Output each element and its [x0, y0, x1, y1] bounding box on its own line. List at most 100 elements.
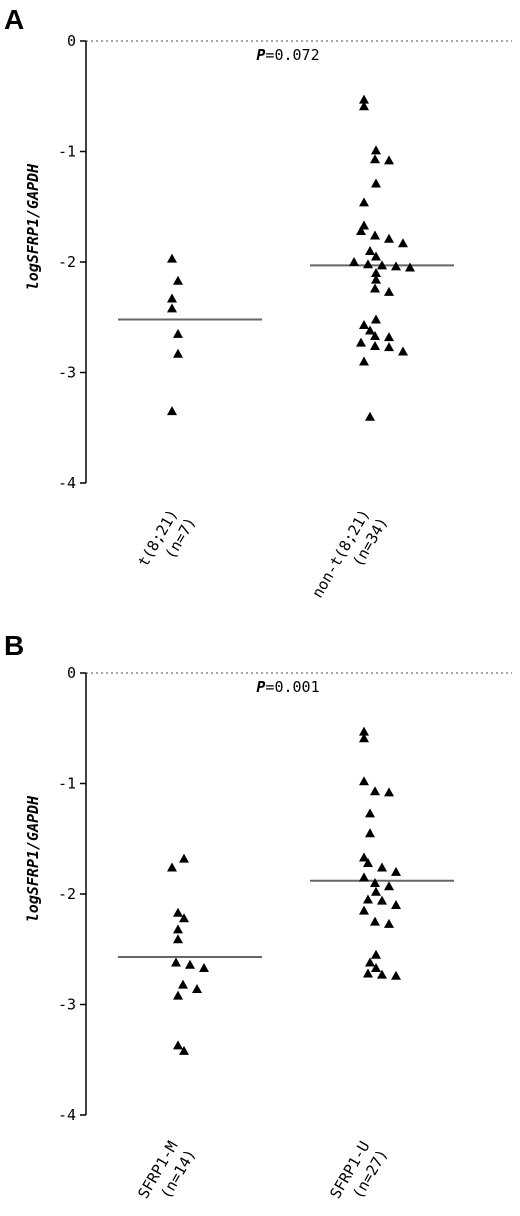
data-point: [179, 1045, 189, 1055]
data-point: [192, 984, 202, 994]
data-point: [363, 968, 373, 978]
data-point: [370, 877, 380, 887]
data-point: [405, 262, 415, 272]
y-tick-label: -1: [58, 775, 76, 793]
data-point: [370, 230, 380, 240]
data-point: [371, 178, 381, 188]
scatter-chart-a: 0-1-2-3-4logSFRP1/GAPDHP=0.072t(8;21)(n=…: [24, 32, 512, 600]
data-point: [371, 949, 381, 959]
data-point: [365, 245, 375, 255]
p-value-annotation: P=0.001: [256, 678, 319, 696]
data-point: [365, 957, 375, 967]
data-point: [173, 1040, 183, 1050]
data-point: [391, 866, 401, 876]
data-point: [349, 257, 359, 266]
panel-a: A 0 -1 -2 -3 -4 logSFRP1/GAPDH P=0.072 t(8;21)(…: [0, 0, 520, 600]
data-point: [371, 963, 381, 973]
data-point: [384, 787, 394, 797]
data-point: [359, 872, 369, 882]
y-tick-label: -4: [58, 474, 76, 492]
data-point: [359, 733, 369, 743]
data-point: [359, 776, 369, 786]
y-tick-label: 0: [67, 32, 76, 50]
data-point: [363, 858, 373, 868]
data-point: [370, 916, 380, 926]
data-point: [178, 979, 188, 989]
data-point: [365, 325, 375, 335]
data-point: [173, 990, 183, 1000]
data-point: [173, 328, 183, 338]
data-point: [365, 411, 375, 421]
data-point: [384, 155, 394, 165]
data-point: [371, 886, 381, 896]
data-point: [371, 251, 381, 261]
data-point: [384, 233, 394, 243]
y-tick-label: -3: [58, 996, 76, 1014]
data-point: [398, 238, 408, 248]
y-axis-label: logSFRP1/GAPDH: [24, 163, 42, 290]
data-point: [199, 963, 209, 973]
data-point: [384, 881, 394, 891]
data-point: [391, 970, 401, 980]
data-point: [371, 274, 381, 284]
data-point: [359, 905, 369, 915]
data-point: [371, 268, 381, 278]
y-tick-label: -2: [58, 885, 76, 903]
data-point: [391, 261, 401, 271]
data-point: [370, 283, 380, 293]
data-point: [173, 924, 183, 934]
data-point: [356, 337, 366, 347]
data-point: [365, 828, 375, 838]
data-point: [363, 894, 373, 904]
data-point: [384, 342, 394, 352]
data-point: [377, 969, 387, 979]
data-point: [167, 862, 177, 872]
data-point: [173, 907, 183, 917]
data-point: [365, 808, 375, 818]
data-point: [384, 918, 394, 928]
data-point: [384, 332, 394, 342]
data-point: [173, 934, 183, 944]
data-point: [359, 726, 369, 736]
data-point: [179, 853, 189, 863]
data-point: [167, 293, 177, 303]
data-point: [359, 197, 369, 207]
data-point: [179, 913, 189, 923]
data-point: [185, 959, 195, 969]
data-point: [356, 226, 366, 236]
data-point: [359, 94, 369, 104]
data-point: [359, 852, 369, 862]
data-point: [370, 331, 380, 341]
data-point: [370, 154, 380, 164]
data-point: [370, 340, 380, 350]
data-point: [370, 786, 380, 796]
data-point: [398, 346, 408, 356]
data-point: [167, 406, 177, 416]
data-point: [384, 286, 394, 296]
y-axis-label: logSFRP1/GAPDH: [24, 795, 42, 922]
data-point: [171, 957, 181, 967]
panel-label: A: [4, 4, 25, 35]
data-point: [173, 275, 183, 285]
p-value-annotation: P=0.072: [256, 46, 319, 64]
data-point: [371, 314, 381, 324]
y-tick-label: -3: [58, 364, 76, 382]
y-tick-label: -2: [58, 253, 76, 271]
panel-label: B: [4, 630, 25, 661]
y-tick-label: -4: [58, 1106, 76, 1124]
y-tick-label: 0: [67, 664, 76, 682]
data-point: [167, 303, 177, 313]
data-point: [371, 145, 381, 155]
data-point: [359, 319, 369, 329]
data-point: [391, 900, 401, 910]
data-point: [377, 895, 387, 905]
data-point: [377, 862, 387, 872]
data-point: [363, 259, 373, 269]
y-tick-label: -1: [58, 143, 76, 161]
data-point: [359, 356, 369, 366]
data-point: [377, 260, 387, 270]
data-point: [167, 253, 177, 263]
data-point: [173, 348, 183, 358]
